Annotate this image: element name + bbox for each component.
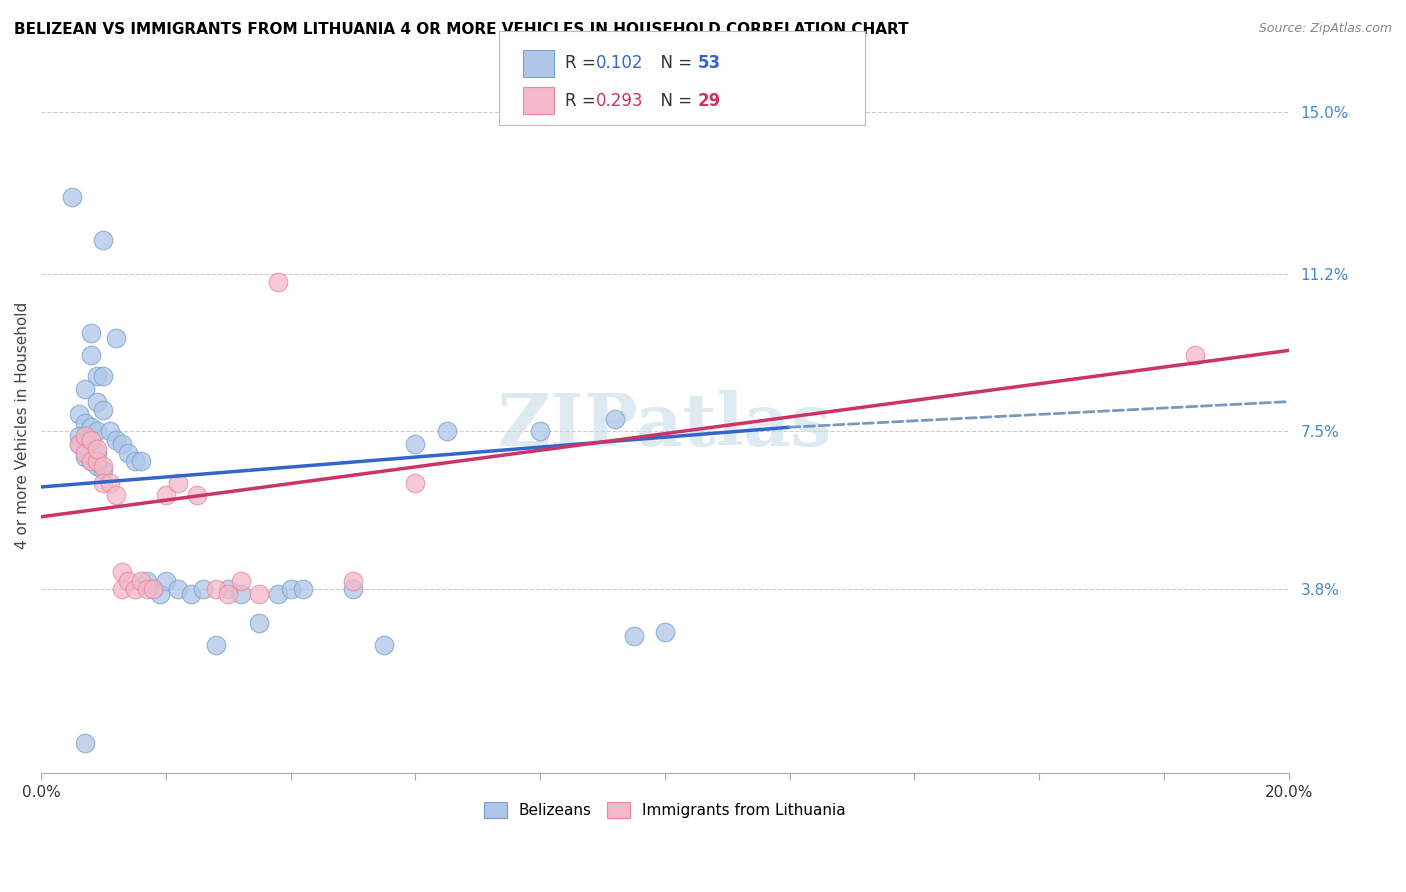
Point bbox=[86, 442, 108, 456]
Point bbox=[60, 190, 83, 204]
Point bbox=[104, 433, 127, 447]
Point bbox=[67, 429, 90, 443]
Point bbox=[93, 463, 115, 477]
Text: Source: ZipAtlas.com: Source: ZipAtlas.com bbox=[1258, 22, 1392, 36]
Point bbox=[67, 437, 90, 451]
Point bbox=[111, 437, 134, 451]
Point bbox=[73, 416, 96, 430]
Point bbox=[217, 586, 239, 600]
Point bbox=[86, 446, 108, 460]
Point bbox=[93, 233, 115, 247]
Text: BELIZEAN VS IMMIGRANTS FROM LITHUANIA 4 OR MORE VEHICLES IN HOUSEHOLD CORRELATIO: BELIZEAN VS IMMIGRANTS FROM LITHUANIA 4 … bbox=[14, 22, 908, 37]
Point bbox=[1184, 348, 1206, 362]
Point bbox=[180, 586, 202, 600]
Point bbox=[98, 475, 121, 490]
Text: 53: 53 bbox=[697, 54, 720, 72]
Point bbox=[86, 369, 108, 384]
Y-axis label: 4 or more Vehicles in Household: 4 or more Vehicles in Household bbox=[15, 301, 30, 549]
Point bbox=[86, 425, 108, 439]
Point bbox=[80, 348, 103, 362]
Point bbox=[155, 574, 177, 588]
Point bbox=[104, 488, 127, 502]
Point bbox=[73, 442, 96, 456]
Point bbox=[80, 420, 103, 434]
Point bbox=[93, 403, 115, 417]
Point bbox=[603, 411, 626, 425]
Point bbox=[204, 582, 226, 597]
Point bbox=[129, 574, 152, 588]
Point bbox=[249, 586, 271, 600]
Point bbox=[404, 475, 426, 490]
Point bbox=[80, 433, 103, 447]
Point bbox=[86, 454, 108, 468]
Point bbox=[117, 574, 139, 588]
Point bbox=[80, 454, 103, 468]
Point bbox=[292, 582, 315, 597]
Point bbox=[93, 458, 115, 473]
Legend: Belizeans, Immigrants from Lithuania: Belizeans, Immigrants from Lithuania bbox=[478, 796, 852, 824]
Point bbox=[117, 446, 139, 460]
Point bbox=[98, 425, 121, 439]
Point bbox=[73, 446, 96, 460]
Text: N =: N = bbox=[650, 92, 697, 110]
Point bbox=[217, 582, 239, 597]
Text: N =: N = bbox=[650, 54, 697, 72]
Point bbox=[73, 382, 96, 396]
Point bbox=[142, 582, 165, 597]
Point bbox=[111, 566, 134, 580]
Point bbox=[80, 454, 103, 468]
Point bbox=[129, 454, 152, 468]
Point bbox=[529, 425, 551, 439]
Text: 0.293: 0.293 bbox=[596, 92, 644, 110]
Point bbox=[142, 582, 165, 597]
Point bbox=[80, 433, 103, 447]
Point bbox=[80, 326, 103, 341]
Point bbox=[623, 629, 645, 643]
Point bbox=[73, 450, 96, 464]
Point bbox=[436, 425, 458, 439]
Point bbox=[249, 616, 271, 631]
Text: R =: R = bbox=[565, 92, 602, 110]
Point bbox=[229, 574, 252, 588]
Point bbox=[193, 582, 215, 597]
Point bbox=[342, 574, 364, 588]
Point bbox=[136, 582, 159, 597]
Text: 0.102: 0.102 bbox=[596, 54, 644, 72]
Text: 29: 29 bbox=[697, 92, 721, 110]
Point bbox=[73, 429, 96, 443]
Point bbox=[67, 408, 90, 422]
Point bbox=[280, 582, 302, 597]
Point bbox=[124, 454, 146, 468]
Point bbox=[186, 488, 208, 502]
Point bbox=[73, 736, 96, 750]
Point bbox=[204, 638, 226, 652]
Point bbox=[124, 582, 146, 597]
Text: R =: R = bbox=[565, 54, 602, 72]
Point bbox=[111, 582, 134, 597]
Point bbox=[404, 437, 426, 451]
Point bbox=[229, 586, 252, 600]
Point bbox=[155, 488, 177, 502]
Point bbox=[104, 331, 127, 345]
Point bbox=[373, 638, 395, 652]
Text: ZIPatlas: ZIPatlas bbox=[498, 390, 832, 460]
Point bbox=[136, 574, 159, 588]
Point bbox=[93, 369, 115, 384]
Point bbox=[149, 586, 172, 600]
Point bbox=[67, 437, 90, 451]
Point bbox=[93, 475, 115, 490]
Point bbox=[267, 586, 290, 600]
Point bbox=[167, 475, 190, 490]
Point bbox=[654, 624, 676, 639]
Point bbox=[73, 433, 96, 447]
Point bbox=[86, 394, 108, 409]
Point bbox=[342, 582, 364, 597]
Point bbox=[86, 458, 108, 473]
Point bbox=[167, 582, 190, 597]
Point bbox=[267, 275, 290, 289]
